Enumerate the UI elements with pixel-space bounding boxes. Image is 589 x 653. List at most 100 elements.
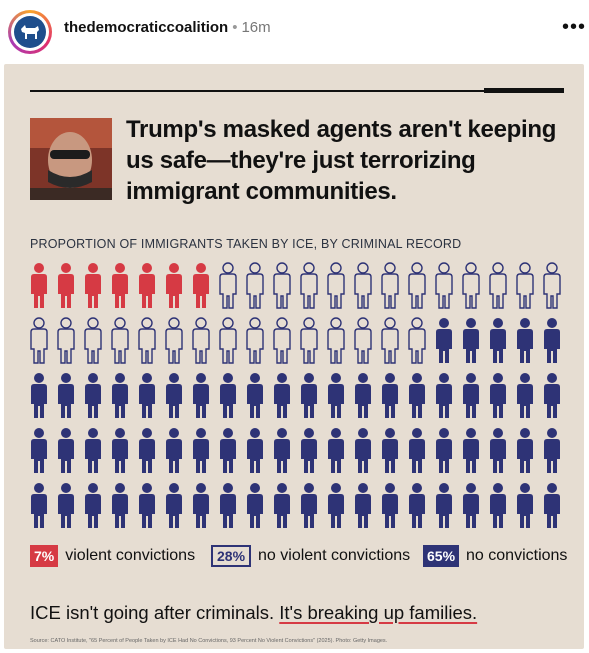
pictogram-no-conviction-icon <box>463 483 479 528</box>
pictogram-no-violent-icon <box>192 317 210 364</box>
pictogram-no-conviction-icon <box>166 428 182 473</box>
legend-badge-violent: 7% <box>30 545 59 567</box>
pictogram-violent-icon <box>112 263 128 308</box>
pictogram-no-conviction-icon <box>58 373 74 418</box>
pictogram-no-conviction-icon <box>355 483 371 528</box>
username-link[interactable]: thedemocraticcoalition <box>64 19 229 36</box>
pictogram-no-violent-icon <box>381 317 399 364</box>
pictogram-no-conviction-icon <box>544 483 560 528</box>
pictogram-no-violent-icon <box>354 317 372 364</box>
pictogram-no-conviction-icon <box>382 428 398 473</box>
pictogram-no-violent-icon <box>111 317 129 364</box>
legend-label-violent: violent convictions <box>65 547 196 564</box>
pictogram-no-conviction-icon <box>436 318 452 363</box>
pictogram-no-conviction-icon <box>31 428 47 473</box>
pictogram-no-violent-icon <box>408 262 426 309</box>
pictogram-no-conviction-icon <box>382 373 398 418</box>
pictogram-no-conviction-icon <box>85 483 101 528</box>
pictogram-no-violent-icon <box>30 317 48 364</box>
pictogram-no-conviction-icon <box>355 373 371 418</box>
pictogram-no-conviction-icon <box>31 373 47 418</box>
pictogram-no-conviction-icon <box>436 373 452 418</box>
more-options-icon[interactable]: ••• <box>562 16 587 38</box>
pictogram-no-conviction-icon <box>409 373 425 418</box>
avatar[interactable] <box>8 10 52 54</box>
pictogram-no-conviction-icon <box>139 373 155 418</box>
pictogram-no-conviction-icon <box>247 483 263 528</box>
post-image-infographic: Trump's masked agents aren't keeping us … <box>4 64 584 649</box>
legend-badge-no-convictions: 65% <box>423 545 460 567</box>
pictogram-no-conviction-icon <box>544 428 560 473</box>
pictogram-no-conviction-icon <box>247 373 263 418</box>
pictogram-no-conviction-icon <box>490 483 506 528</box>
pictogram-no-conviction-icon <box>463 428 479 473</box>
pictogram-no-violent-icon <box>246 317 264 364</box>
pictogram-no-violent-icon <box>489 262 507 309</box>
pictogram-no-conviction-icon <box>193 483 209 528</box>
post-header: thedemocraticcoalition • 16m ••• <box>0 0 589 60</box>
pictogram-no-violent-icon <box>273 262 291 309</box>
pictogram-no-conviction-icon <box>85 428 101 473</box>
pictogram-no-conviction-icon <box>409 428 425 473</box>
footer-statement: ICE isn't going after criminals. It's br… <box>30 602 477 624</box>
pictogram-no-conviction-icon <box>463 318 479 363</box>
pictogram-no-conviction-icon <box>193 428 209 473</box>
pictogram-no-conviction-icon <box>544 373 560 418</box>
legend-no-violent: 28% no violent convictions <box>211 544 410 568</box>
donkey-logo-icon <box>14 16 46 48</box>
pictogram-no-conviction-icon <box>301 428 317 473</box>
footer-emphasis: It's breaking up families. <box>279 602 478 623</box>
pictogram-no-violent-icon <box>354 262 372 309</box>
pictogram-no-conviction-icon <box>31 483 47 528</box>
top-rule <box>30 90 484 92</box>
pictogram-no-violent-icon <box>327 262 345 309</box>
pictogram-no-violent-icon <box>273 317 291 364</box>
pictogram-no-violent-icon <box>246 262 264 309</box>
pictogram-no-violent-icon <box>57 317 75 364</box>
pictogram-grid <box>30 262 561 528</box>
pictogram-no-conviction-icon <box>328 428 344 473</box>
source-citation: Source: CATO Institute, "65 Percent of P… <box>30 638 388 644</box>
pictogram-no-conviction-icon <box>382 483 398 528</box>
pictogram-no-conviction-icon <box>112 428 128 473</box>
pictogram-no-conviction-icon <box>58 428 74 473</box>
pictogram-no-conviction-icon <box>328 483 344 528</box>
pictogram-no-conviction-icon <box>517 428 533 473</box>
top-rule-accent <box>484 88 564 93</box>
pictogram-no-conviction-icon <box>58 483 74 528</box>
pictogram-no-violent-icon <box>300 317 318 364</box>
headline: Trump's masked agents aren't keeping us … <box>126 116 557 205</box>
pictogram-no-conviction-icon <box>274 373 290 418</box>
pictogram-no-conviction-icon <box>517 483 533 528</box>
pictogram-violent-icon <box>58 263 74 308</box>
pictogram-no-violent-icon <box>435 262 453 309</box>
pictogram-no-violent-icon <box>381 262 399 309</box>
pictogram-no-conviction-icon <box>220 428 236 473</box>
pictogram-no-conviction-icon <box>490 428 506 473</box>
pictogram-violent-icon <box>166 263 182 308</box>
pictogram-no-violent-icon <box>219 317 237 364</box>
masked-agent-photo <box>30 118 112 200</box>
pictogram-no-conviction-icon <box>436 483 452 528</box>
pictogram-no-conviction-icon <box>301 483 317 528</box>
pictogram-no-conviction-icon <box>112 483 128 528</box>
chart-subheading: PROPORTION OF IMMIGRANTS TAKEN BY ICE, B… <box>30 237 462 251</box>
pictogram-no-conviction-icon <box>490 373 506 418</box>
post-author[interactable]: thedemocraticcoalition • 16m <box>64 19 271 36</box>
pictogram-no-violent-icon <box>165 317 183 364</box>
pictogram-no-conviction-icon <box>274 483 290 528</box>
pictogram-violent-icon <box>31 263 47 308</box>
pictogram-no-violent-icon <box>408 317 426 364</box>
pictogram-no-violent-icon <box>219 262 237 309</box>
pictogram-no-violent-icon <box>543 262 561 309</box>
footer-lead: ICE isn't going after criminals. <box>30 602 275 623</box>
pictogram-no-conviction-icon <box>166 483 182 528</box>
legend-no-convictions: 65% no convictions <box>423 544 567 568</box>
pictogram-violent-icon <box>139 263 155 308</box>
pictogram-no-conviction-icon <box>301 373 317 418</box>
pictogram-no-violent-icon <box>516 262 534 309</box>
pictogram-no-violent-icon <box>138 317 156 364</box>
pictogram-violent-icon <box>193 263 209 308</box>
legend-badge-no-violent: 28% <box>211 545 252 567</box>
pictogram-no-violent-icon <box>84 317 102 364</box>
